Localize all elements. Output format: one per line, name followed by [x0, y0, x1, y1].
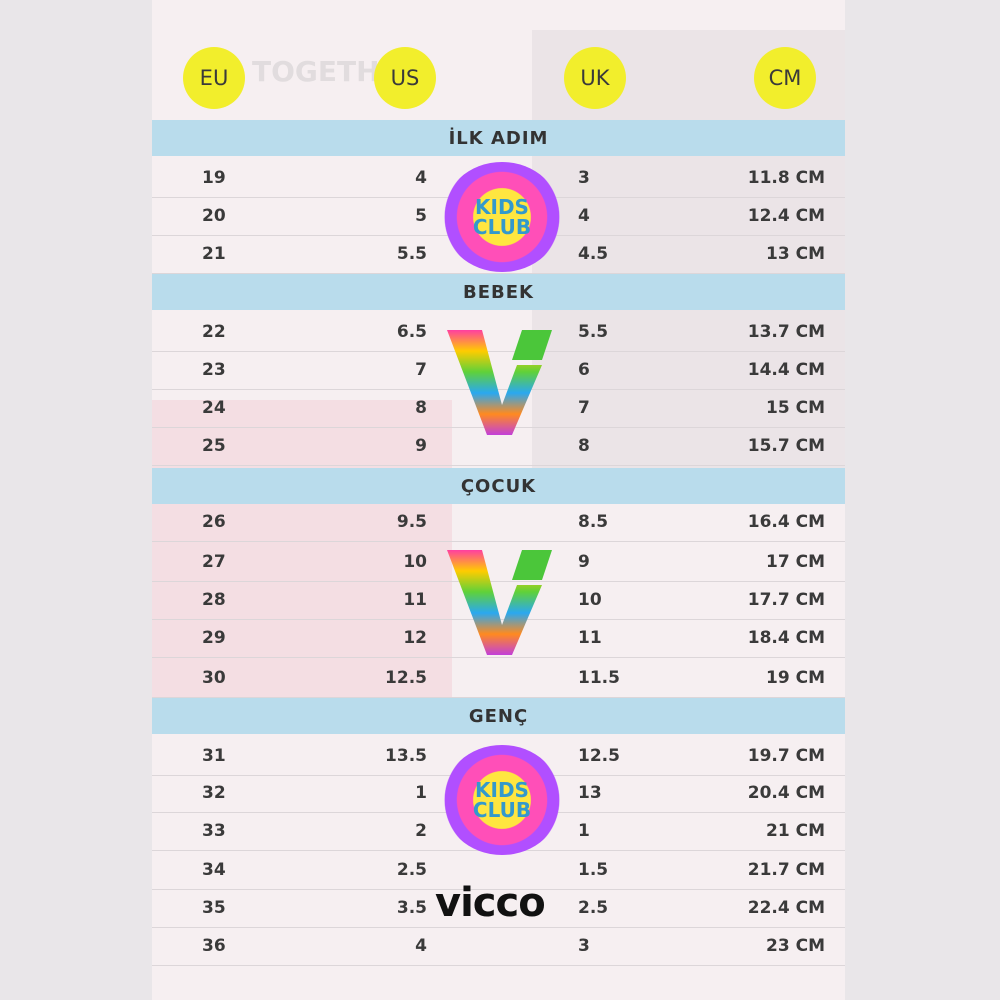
- table-row: 26 9.5 8.5 16.4 CM: [152, 503, 845, 542]
- table-row: 36 4 3 23 CM: [152, 927, 845, 966]
- cell-eu: 21: [202, 244, 226, 264]
- cell-cm: 12.4 CM: [747, 206, 825, 226]
- cell-cm: 14.4 CM: [747, 360, 825, 380]
- table-row: 23 7 6 14.4 CM: [152, 351, 845, 390]
- cell-uk: 2.5: [578, 898, 609, 918]
- cell-us: 1: [415, 783, 427, 803]
- cell-cm: 13.7 CM: [747, 322, 825, 342]
- cell-us: 2.5: [396, 860, 427, 880]
- cell-uk: 3: [578, 936, 590, 956]
- cell-uk: 1.5: [578, 860, 609, 880]
- cell-cm: 19 CM: [766, 668, 825, 688]
- cell-us: 7: [415, 360, 427, 380]
- cell-cm: 17.7 CM: [747, 590, 825, 610]
- section-band: ÇOCUK: [152, 468, 845, 504]
- cell-cm: 18.4 CM: [747, 628, 825, 648]
- cell-cm: 21.7 CM: [747, 860, 825, 880]
- header-us: US: [374, 47, 436, 109]
- cell-us: 2: [415, 821, 427, 841]
- cell-eu: 22: [202, 322, 226, 342]
- cell-eu: 29: [202, 628, 226, 648]
- cell-eu: 24: [202, 398, 226, 418]
- cell-uk: 3: [578, 168, 590, 188]
- cell-cm: 15 CM: [766, 398, 825, 418]
- cell-uk: 9: [578, 552, 590, 572]
- cell-uk: 12.5: [578, 746, 620, 766]
- cell-eu: 23: [202, 360, 226, 380]
- cell-uk: 11: [578, 628, 602, 648]
- cell-cm: 17 CM: [766, 552, 825, 572]
- cell-eu: 35: [202, 898, 226, 918]
- cell-cm: 15.7 CM: [747, 436, 825, 456]
- cell-us: 9: [415, 436, 427, 456]
- cell-cm: 13 CM: [766, 244, 825, 264]
- cell-uk: 6: [578, 360, 590, 380]
- cell-uk: 13: [578, 783, 602, 803]
- cell-us: 9.5: [396, 512, 427, 532]
- size-chart: TOGETHE EU US UK CM İLK ADIM 19 4 3 11.8 CM 2…: [152, 0, 845, 1000]
- cell-us: 12: [403, 628, 427, 648]
- section-band: BEBEK: [152, 274, 845, 310]
- table-row: 34 2.5 1.5 21.7 CM: [152, 851, 845, 890]
- table-row: 25 9 8 15.7 CM: [152, 427, 845, 466]
- table-row: 29 12 11 18.4 CM: [152, 619, 845, 658]
- cell-eu: 34: [202, 860, 226, 880]
- cell-cm: 21 CM: [766, 821, 825, 841]
- section-band: İLK ADIM: [152, 120, 845, 156]
- cell-uk: 4.5: [578, 244, 609, 264]
- cell-eu: 33: [202, 821, 226, 841]
- cell-uk: 8.5: [578, 512, 609, 532]
- v-logo: [447, 330, 552, 435]
- cell-uk: 11.5: [578, 668, 620, 688]
- cell-cm: 19.7 CM: [747, 746, 825, 766]
- cell-cm: 11.8 CM: [747, 168, 825, 188]
- cell-eu: 19: [202, 168, 226, 188]
- cell-us: 5: [415, 206, 427, 226]
- cell-us: 3.5: [396, 898, 427, 918]
- cell-us: 12.5: [385, 668, 427, 688]
- cell-uk: 4: [578, 206, 590, 226]
- cell-us: 11: [403, 590, 427, 610]
- cell-us: 10: [403, 552, 427, 572]
- cell-eu: 31: [202, 746, 226, 766]
- table-row: 27 10 9 17 CM: [152, 543, 845, 582]
- cell-uk: 1: [578, 821, 590, 841]
- cell-us: 8: [415, 398, 427, 418]
- cell-eu: 20: [202, 206, 226, 226]
- kids-club-logo: KIDS CLUB: [442, 162, 562, 272]
- cell-eu: 27: [202, 552, 226, 572]
- cell-cm: 23 CM: [766, 936, 825, 956]
- table-row: 21 5.5 4.5 13 CM: [152, 235, 845, 274]
- header-cm: CM: [754, 47, 816, 109]
- section-band: GENÇ: [152, 698, 845, 734]
- cell-eu: 32: [202, 783, 226, 803]
- cell-us: 4: [415, 168, 427, 188]
- table-row: 22 6.5 5.5 13.7 CM: [152, 313, 845, 352]
- cell-cm: 22.4 CM: [747, 898, 825, 918]
- cell-eu: 36: [202, 936, 226, 956]
- cell-uk: 7: [578, 398, 590, 418]
- v-logo: [447, 550, 552, 655]
- cell-cm: 20.4 CM: [747, 783, 825, 803]
- header-eu: EU: [183, 47, 245, 109]
- vicco-logo: vicco: [435, 880, 546, 926]
- cell-uk: 8: [578, 436, 590, 456]
- cell-us: 5.5: [396, 244, 427, 264]
- header-uk: UK: [564, 47, 626, 109]
- cell-eu: 28: [202, 590, 226, 610]
- cell-cm: 16.4 CM: [747, 512, 825, 532]
- cell-uk: 10: [578, 590, 602, 610]
- table-row: 30 12.5 11.5 19 CM: [152, 659, 845, 698]
- cell-uk: 5.5: [578, 322, 609, 342]
- cell-eu: 25: [202, 436, 226, 456]
- cell-us: 6.5: [396, 322, 427, 342]
- table-row: 35 3.5 2.5 22.4 CM: [152, 889, 845, 928]
- cell-us: 13.5: [385, 746, 427, 766]
- background-photo-shade: [152, 400, 452, 700]
- cell-eu: 30: [202, 668, 226, 688]
- kids-club-logo: KIDS CLUB: [442, 745, 562, 855]
- cell-us: 4: [415, 936, 427, 956]
- cell-eu: 26: [202, 512, 226, 532]
